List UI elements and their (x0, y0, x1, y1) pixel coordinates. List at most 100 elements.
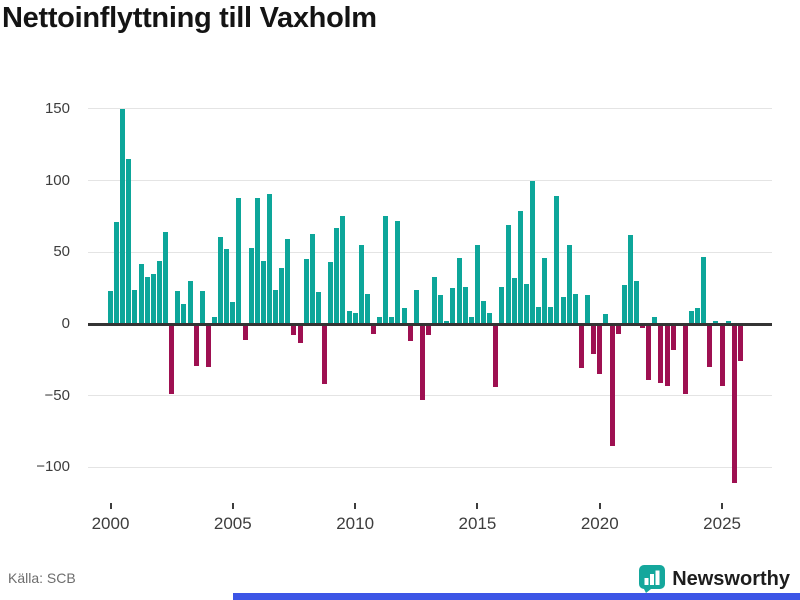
y-axis-label--100: −100 (36, 458, 70, 476)
bar-2002-q2 (163, 232, 169, 324)
bar-2020-q3 (609, 324, 615, 446)
y-axis-label-150: 150 (44, 99, 70, 117)
bar-2002-q4 (175, 291, 181, 324)
bar-2025-q2 (725, 321, 731, 324)
x-axis-label-2025: 2025 (703, 514, 741, 533)
bar-2017-q3 (536, 306, 542, 324)
bar-2013-q1 (426, 324, 432, 336)
bar-2012-q2 (407, 324, 413, 342)
bar-2001-q3 (144, 276, 150, 324)
bar-2016-q4 (517, 210, 523, 324)
gridline--50 (88, 395, 772, 397)
bar-2006-q1 (254, 197, 260, 324)
bar-2019-q2 (578, 324, 584, 369)
bottom-banner (233, 593, 800, 600)
bar-2009-q4 (346, 311, 352, 324)
bar-2001-q1 (132, 289, 138, 324)
source-note: Källa: SCB (8, 570, 76, 586)
bar-2007-q2 (285, 239, 291, 324)
y-axis-label-100: 100 (44, 171, 70, 189)
bar-2017-q1 (523, 283, 529, 324)
bar-2019-q3 (585, 295, 591, 324)
bar-2017-q4 (542, 258, 548, 324)
bar-2003-q4 (199, 291, 205, 324)
bar-2022-q1 (646, 324, 652, 380)
bar-2016-q3 (511, 278, 517, 324)
bar-2016-q1 (499, 286, 505, 324)
bar-2001-q4 (150, 273, 156, 324)
bar-2021-q4 (640, 324, 646, 329)
y-axis-label--50: −50 (44, 386, 70, 404)
bar-2008-q2 (309, 233, 315, 324)
bar-2025-q1 (719, 324, 725, 386)
bar-2017-q2 (530, 180, 535, 324)
bar-2008-q4 (322, 324, 328, 385)
bar-2019-q4 (591, 324, 597, 355)
bar-2025-q3 (731, 324, 737, 484)
newsworthy-chart-icon (639, 565, 666, 593)
bar-2013-q4 (444, 321, 450, 324)
bar-2004-q4 (224, 249, 230, 324)
bar-2011-q4 (395, 220, 401, 324)
bar-2007-q4 (297, 324, 303, 343)
bar-2004-q2 (211, 316, 217, 324)
bar-2008-q1 (303, 259, 309, 324)
bar-2018-q1 (548, 306, 554, 324)
gridline--100 (88, 466, 772, 468)
x-axis-tick-2005 (231, 503, 234, 509)
bar-2002-q1 (156, 260, 162, 324)
bar-2020-q4 (615, 324, 621, 335)
bar-2014-q1 (450, 288, 456, 324)
bar-2024-q1 (695, 308, 701, 324)
bar-2018-q4 (566, 245, 572, 324)
bar-2006-q3 (267, 193, 273, 324)
bar-2024-q2 (701, 256, 707, 324)
bar-2015-q2 (481, 301, 487, 324)
bar-2018-q3 (560, 296, 566, 324)
bar-2004-q1 (205, 324, 211, 368)
bar-2007-q1 (279, 268, 285, 324)
bar-2014-q2 (456, 258, 462, 324)
bar-2000-q4 (126, 159, 132, 324)
bar-2015-q3 (487, 312, 493, 324)
bar-2022-q3 (658, 324, 664, 383)
bar-2010-q3 (364, 293, 370, 324)
bar-2016-q2 (505, 225, 511, 324)
chart-title: Nettoinflyttning till Vaxholm (2, 2, 377, 34)
bar-2003-q2 (187, 280, 193, 324)
bar-2004-q3 (218, 236, 224, 324)
bar-2011-q2 (383, 216, 389, 324)
bar-2007-q3 (291, 324, 297, 336)
bar-2012-q1 (401, 308, 407, 324)
bar-2015-q4 (493, 324, 499, 388)
gridline-150 (88, 108, 772, 110)
bar-2019-q1 (572, 293, 578, 324)
bar-2020-q2 (603, 313, 609, 324)
bar-2011-q3 (389, 316, 395, 324)
bar-2023-q4 (689, 311, 695, 324)
bar-2003-q1 (181, 303, 187, 324)
bar-2009-q3 (340, 216, 346, 324)
gridline-100 (88, 180, 772, 182)
newsworthy-logo: Newsworthy (639, 565, 790, 593)
bar-2001-q2 (138, 263, 144, 324)
y-axis-label-0: 0 (61, 315, 70, 332)
bar-2022-q4 (664, 324, 670, 386)
bar-2010-q4 (370, 324, 376, 335)
bar-2008-q3 (315, 292, 321, 324)
bar-2013-q3 (438, 295, 444, 324)
bar-2014-q3 (462, 286, 468, 324)
bar-2014-q4 (468, 316, 474, 324)
bar-2006-q2 (260, 260, 266, 324)
bar-2023-q3 (682, 324, 688, 395)
bar-2000-q1 (108, 291, 113, 324)
bar-2025-q4 (737, 324, 743, 362)
bar-2000-q3 (120, 108, 126, 324)
bar-2011-q1 (377, 316, 383, 324)
x-axis-tick-2010 (354, 503, 357, 509)
newsworthy-wordmark: Newsworthy (672, 567, 790, 590)
bar-2005-q4 (248, 247, 254, 324)
x-axis-label-2000: 2000 (91, 514, 130, 533)
x-axis-tick-2000 (109, 503, 112, 509)
